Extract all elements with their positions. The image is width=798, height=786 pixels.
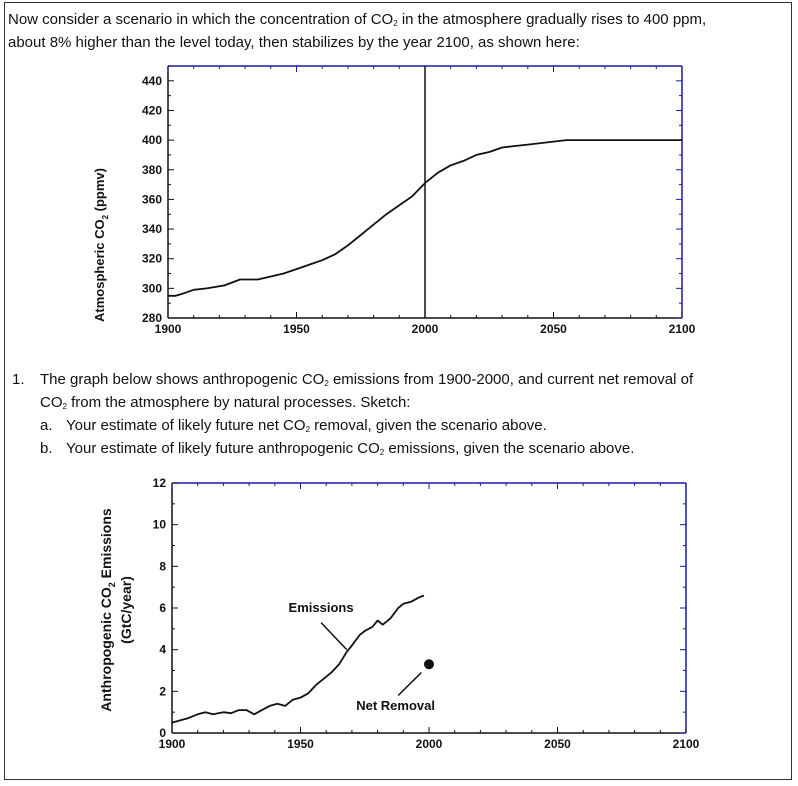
annotation-leader-line [397, 672, 422, 697]
intro-paragraph: Now consider a scenario in which the con… [8, 10, 788, 52]
y-tick-label: 6 [159, 601, 166, 615]
x-tick-label: 2050 [540, 322, 567, 336]
y-tick-label: 280 [142, 311, 162, 325]
series-line [168, 139, 682, 297]
x-tick-label: 1900 [155, 322, 182, 336]
y-tick-label: 360 [142, 192, 162, 206]
y-axis-label-unit: (ppmv) [92, 168, 107, 215]
y-axis-unit-label: (GtC/year) [118, 576, 134, 644]
emissions-annotation: Emissions [289, 600, 354, 615]
y-axis-label: Anthropogenic CO2 Emissions [98, 508, 117, 712]
y-tick-label: 320 [142, 252, 162, 266]
y-tick-label: 10 [153, 518, 167, 532]
y-tick-label: 340 [142, 222, 162, 236]
y-tick-label: 12 [153, 476, 167, 490]
subscript: 2 [324, 379, 329, 388]
intro-text: Now consider a scenario in which the con… [8, 11, 394, 28]
series-line [171, 594, 425, 724]
subquestion-b-label: b. [40, 440, 53, 457]
y-axis-label: Atmospheric CO2 (ppmv) [92, 168, 110, 322]
y-tick-label: 300 [142, 281, 162, 295]
y-tick-label: 380 [142, 163, 162, 177]
subquestion-b-text: Your estimate of likely future anthropog… [66, 440, 635, 457]
y-tick-label: 4 [159, 643, 166, 657]
net-removal-annotation: Net Removal [356, 698, 435, 713]
subquestion-a-text: Your estimate of likely future net CO2 r… [66, 417, 547, 434]
x-tick-label: 1950 [287, 737, 314, 751]
y-tick-label: 400 [142, 133, 162, 147]
intro-text: about 8% higher than the level today, th… [8, 34, 580, 51]
y-tick-label: 2 [159, 684, 166, 698]
subscript: 2 [305, 425, 311, 434]
subquestion-b: b. Your estimate of likely future anthro… [12, 439, 792, 462]
x-tick-label: 2100 [673, 737, 700, 751]
y-axis-label-sub: 2 [101, 214, 110, 219]
annotation-leader-line [320, 622, 348, 651]
net-removal-point [424, 659, 434, 670]
question-number: 1. [12, 371, 25, 388]
y-tick-label: 420 [142, 103, 162, 117]
question-block: 1. The graph below shows anthropogenic C… [12, 370, 792, 462]
x-tick-label: 1900 [159, 737, 186, 751]
intro-text: in the atmosphere gradually rises to 400… [397, 11, 707, 28]
x-tick-label: 2050 [544, 737, 571, 751]
subscript: 2 [393, 19, 398, 28]
co2-concentration-chart: 1900 1950 2000 2050 2100 280 300 320 340 360 380 40… [92, 65, 696, 336]
y-tick-label: 8 [159, 559, 166, 573]
x-tick-label: 2100 [669, 322, 696, 336]
x-tick-label: 1950 [283, 322, 310, 336]
emissions-chart: 1900 1950 2000 2050 2100 0 2 4 6 8 10 12 Emissions Ne… [98, 476, 700, 751]
subscript: 2 [379, 448, 385, 457]
x-tick-label: 2000 [412, 322, 439, 336]
subscript: 2 [62, 402, 67, 411]
x-tick-label: 2000 [416, 737, 443, 751]
subquestion-a: a. Your estimate of likely future net CO… [12, 416, 792, 439]
y-tick-label: 440 [142, 74, 162, 88]
y-axis-label-main: Atmospheric CO [92, 219, 107, 322]
content-frame [4, 2, 792, 780]
y-tick-label: 0 [159, 726, 166, 740]
question-text: The graph below shows anthropogenic CO2 … [40, 371, 694, 411]
subquestion-a-label: a. [40, 417, 53, 434]
